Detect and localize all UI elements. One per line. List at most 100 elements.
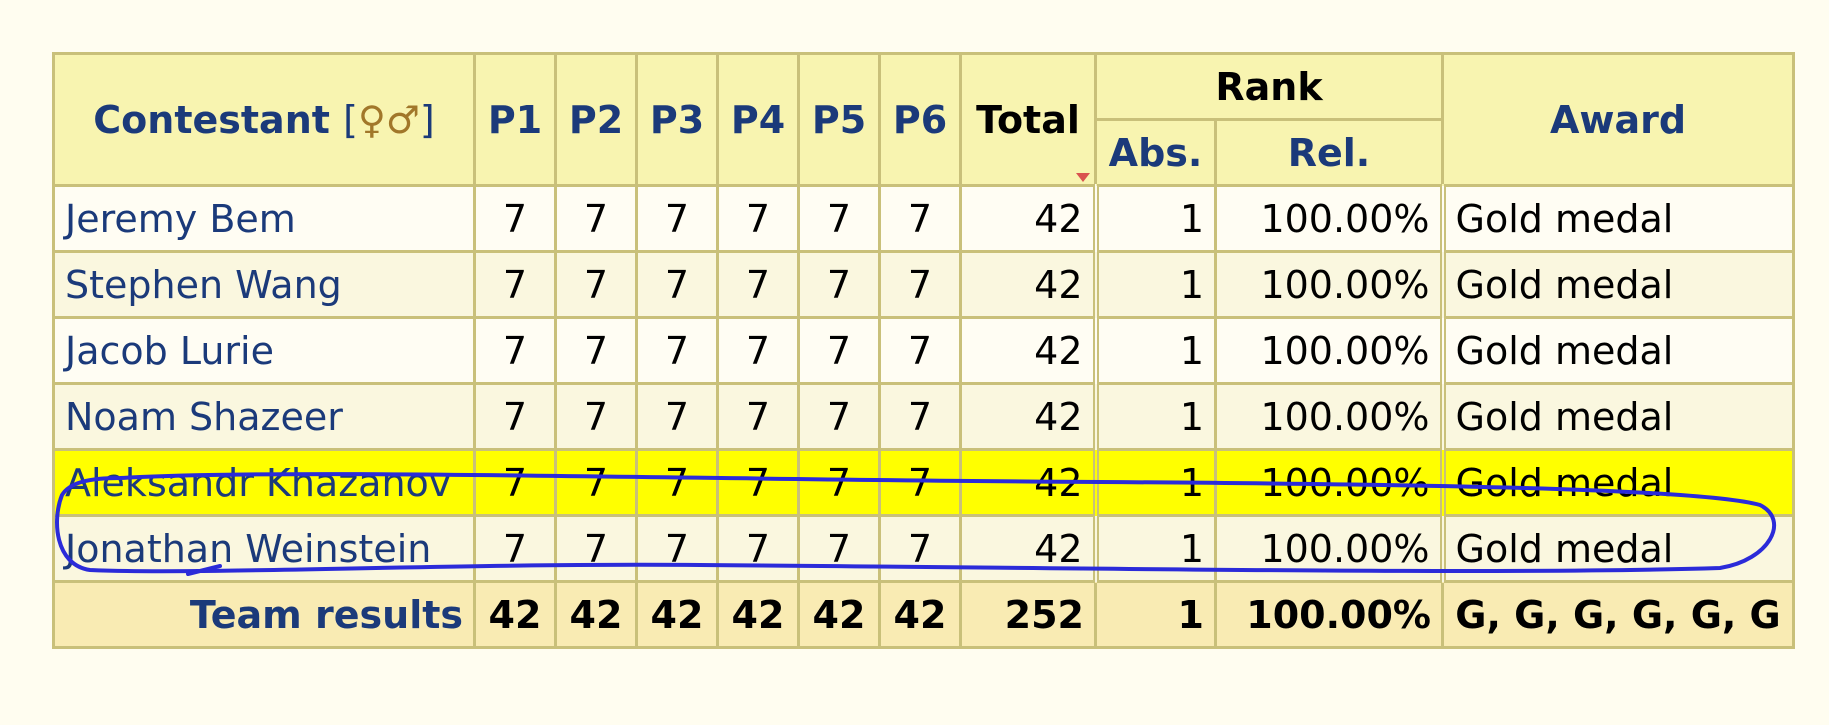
table-row: Jeremy Bem 7 7 7 7 7 7 42 1 100.00% Gold medal [52, 184, 1796, 253]
results-table: Contestant [♀♂] P1 P2 P3 P4 P5 P6 Total … [52, 52, 1796, 649]
problem-header-p5[interactable]: P5 [797, 52, 881, 187]
rank-abs: 1 [1094, 184, 1217, 253]
total-score: 42 [959, 184, 1099, 253]
problem-score-p2: 7 [554, 448, 638, 517]
problem-header-p4[interactable]: P4 [716, 52, 800, 187]
team-results-label[interactable]: Team results [52, 580, 476, 649]
problem-score-p4: 7 [716, 448, 800, 517]
award-cell: Gold medal [1441, 316, 1796, 385]
rank-rel: 100.00% [1213, 448, 1446, 517]
problem-header-p1[interactable]: P1 [473, 52, 557, 187]
team-results-row: Team results 42 42 42 42 42 42 252 1 100… [52, 580, 1796, 649]
award-cell: Gold medal [1441, 184, 1796, 253]
rank-rel: 100.00% [1213, 250, 1446, 319]
rank-header: Rank [1093, 52, 1445, 121]
contestant-header-label: Contestant [93, 97, 330, 142]
problem-score-p5: 7 [797, 382, 881, 451]
problem-score-p4: 7 [716, 382, 800, 451]
problem-score-p5: 7 [797, 250, 881, 319]
problem-score-p1: 7 [473, 448, 557, 517]
team-score-p4: 42 [716, 580, 800, 649]
rank-abs-header[interactable]: Abs. [1094, 118, 1217, 187]
problem-score-p3: 7 [635, 448, 719, 517]
cropped-text-above [0, 0, 1829, 2]
problem-header-p6[interactable]: P6 [878, 52, 962, 187]
problem-score-p6: 7 [878, 316, 962, 385]
rank-abs: 1 [1094, 514, 1217, 583]
problem-score-p1: 7 [473, 382, 557, 451]
rank-rel: 100.00% [1213, 382, 1446, 451]
award-cell: Gold medal [1441, 448, 1796, 517]
total-score: 42 [959, 316, 1099, 385]
problem-score-p5: 7 [797, 514, 881, 583]
rank-rel: 100.00% [1213, 514, 1446, 583]
contestant-name-link[interactable]: Jeremy Bem [52, 184, 476, 253]
problem-score-p5: 7 [797, 316, 881, 385]
sort-arrow-icon[interactable] [1076, 173, 1090, 182]
contestant-name-link[interactable]: Aleksandr Khazanov [52, 448, 476, 517]
problem-score-p1: 7 [473, 514, 557, 583]
problem-score-p3: 7 [635, 382, 719, 451]
problem-score-p2: 7 [554, 316, 638, 385]
problem-score-p4: 7 [716, 184, 800, 253]
problem-score-p6: 7 [878, 382, 962, 451]
total-header-label: Total [976, 97, 1080, 142]
gender-symbols-icon: ♀♂ [357, 97, 420, 142]
total-score: 42 [959, 448, 1099, 517]
problem-score-p3: 7 [635, 184, 719, 253]
problem-header-p3[interactable]: P3 [635, 52, 719, 187]
team-score-p2: 42 [554, 580, 638, 649]
award-cell: Gold medal [1441, 382, 1796, 451]
team-total: 252 [959, 580, 1097, 649]
problem-score-p2: 7 [554, 250, 638, 319]
problem-score-p6: 7 [878, 448, 962, 517]
problem-score-p1: 7 [473, 184, 557, 253]
rank-abs: 1 [1094, 316, 1217, 385]
contestant-name-link[interactable]: Jonathan Weinstein [52, 514, 476, 583]
rank-abs: 1 [1094, 448, 1217, 517]
rank-rel-header[interactable]: Rel. [1213, 118, 1445, 187]
problem-score-p2: 7 [554, 184, 638, 253]
rank-abs: 1 [1094, 382, 1217, 451]
contestant-name-link[interactable]: Jacob Lurie [52, 316, 476, 385]
award-header[interactable]: Award [1441, 52, 1796, 187]
problem-score-p5: 7 [797, 448, 881, 517]
team-score-p3: 42 [635, 580, 719, 649]
team-rank-abs: 1 [1094, 580, 1217, 649]
problem-score-p6: 7 [878, 514, 962, 583]
table-row: Stephen Wang 7 7 7 7 7 7 42 1 100.00% Gold medal [52, 250, 1796, 319]
results-body: Jeremy Bem 7 7 7 7 7 7 42 1 100.00% Gold medal Step… [52, 184, 1796, 583]
problem-score-p4: 7 [716, 316, 800, 385]
table-row: Aleksandr Khazanov 7 7 7 7 7 7 42 1 100.00% Gold m… [52, 448, 1796, 517]
total-header[interactable]: Total [959, 52, 1097, 187]
problem-score-p3: 7 [635, 250, 719, 319]
problem-header-p2[interactable]: P2 [554, 52, 638, 187]
contestant-name-link[interactable]: Noam Shazeer [52, 382, 476, 451]
table-row: Jonathan Weinstein 7 7 7 7 7 7 42 1 100.00% Gold m… [52, 514, 1796, 583]
team-award: G, G, G, G, G, G [1441, 580, 1796, 649]
rank-rel: 100.00% [1213, 184, 1446, 253]
results-table-container: Contestant [♀♂] P1 P2 P3 P4 P5 P6 Total … [52, 52, 1796, 649]
team-rank-rel: 100.00% [1213, 580, 1445, 649]
total-score: 42 [959, 382, 1099, 451]
contestant-name-link[interactable]: Stephen Wang [52, 250, 476, 319]
gender-filter[interactable]: [♀♂] [343, 97, 435, 142]
table-row: Jacob Lurie 7 7 7 7 7 7 42 1 100.00% Gold medal [52, 316, 1796, 385]
contestant-header[interactable]: Contestant [♀♂] [52, 52, 476, 187]
problem-score-p2: 7 [554, 514, 638, 583]
problem-score-p4: 7 [716, 250, 800, 319]
team-score-p6: 42 [878, 580, 962, 649]
table-row: Noam Shazeer 7 7 7 7 7 7 42 1 100.00% Gold medal [52, 382, 1796, 451]
problem-score-p1: 7 [473, 250, 557, 319]
problem-score-p3: 7 [635, 514, 719, 583]
problem-score-p5: 7 [797, 184, 881, 253]
problem-score-p6: 7 [878, 250, 962, 319]
problem-score-p2: 7 [554, 382, 638, 451]
award-cell: Gold medal [1441, 250, 1796, 319]
rank-rel: 100.00% [1213, 316, 1446, 385]
award-cell: Gold medal [1441, 514, 1796, 583]
total-score: 42 [959, 250, 1099, 319]
total-score: 42 [959, 514, 1099, 583]
problem-score-p6: 7 [878, 184, 962, 253]
problem-score-p1: 7 [473, 316, 557, 385]
